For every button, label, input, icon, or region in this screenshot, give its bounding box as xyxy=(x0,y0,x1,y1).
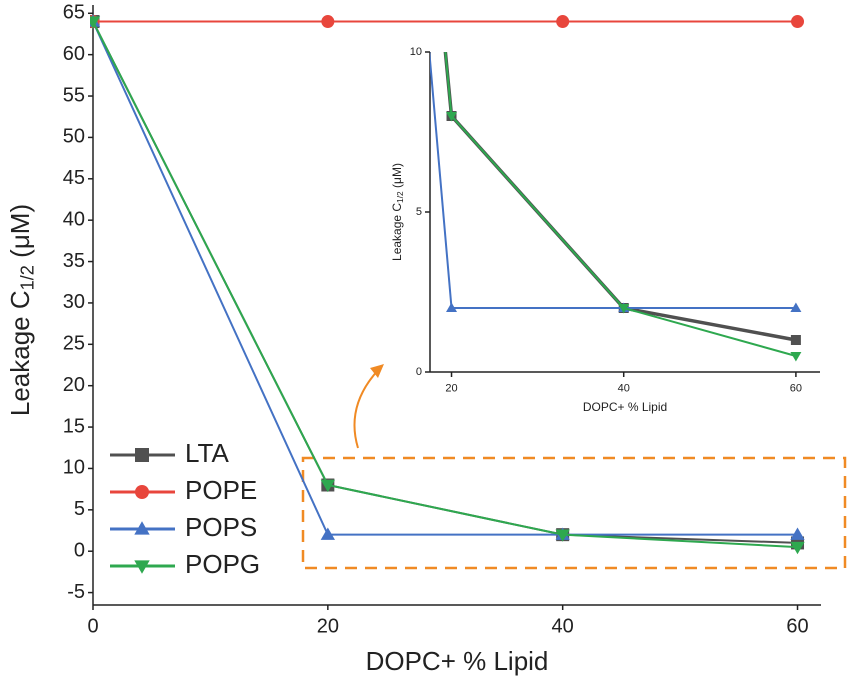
y-tick-label: 10 xyxy=(410,46,422,58)
x-tick-label: 40 xyxy=(618,383,630,395)
x-tick-label: 0 xyxy=(87,615,98,637)
legend-label: POPG xyxy=(185,549,260,579)
x-axis-label: DOPC+ % Lipid xyxy=(366,646,549,676)
marker xyxy=(320,479,335,493)
x-tick-label: 20 xyxy=(317,615,339,637)
marker xyxy=(790,335,801,345)
y-tick-label: 45 xyxy=(63,167,85,189)
marker xyxy=(446,302,458,312)
y-tick-label: 55 xyxy=(63,84,85,106)
y-axis-label: Leakage C1/2 (μM) xyxy=(5,204,37,416)
y-tick-label: 5 xyxy=(416,206,422,218)
x-axis-label: DOPC+ % Lipid xyxy=(583,400,667,414)
y-axis-label-suffix: (μM) xyxy=(390,163,404,191)
marker xyxy=(790,352,802,362)
legend-label: POPS xyxy=(185,512,257,542)
marker xyxy=(446,112,458,122)
y-axis-label: Leakage C1/2 (μM) xyxy=(390,163,405,261)
marker xyxy=(90,16,101,29)
series-line xyxy=(92,21,798,549)
legend-marker xyxy=(135,448,149,462)
y-tick-label: 20 xyxy=(63,374,85,396)
marker xyxy=(790,302,802,312)
marker xyxy=(791,15,805,29)
marker xyxy=(556,15,570,29)
y-tick-label: 50 xyxy=(63,126,85,148)
zoom-arrow xyxy=(353,367,381,449)
marker xyxy=(321,15,335,29)
y-axis-label-subscript: 1/2 xyxy=(17,265,37,290)
series-line xyxy=(444,52,797,357)
x-tick-label: 40 xyxy=(552,615,574,637)
y-axis-label-text: Leakage C xyxy=(390,203,404,261)
x-tick-label: 60 xyxy=(786,615,808,637)
y-tick-label: 10 xyxy=(63,457,85,479)
y-tick-label: 25 xyxy=(63,333,85,355)
marker xyxy=(618,304,630,314)
series-line xyxy=(92,21,798,536)
series-line xyxy=(443,52,797,342)
y-tick-label: 40 xyxy=(63,208,85,230)
legend-marker xyxy=(134,521,150,535)
plot-area xyxy=(90,14,805,555)
y-tick-label: -5 xyxy=(67,581,85,603)
y-tick-label: 0 xyxy=(416,366,422,378)
y-tick-label: 60 xyxy=(63,43,85,65)
y-axis-label-text: Leakage C xyxy=(5,290,35,416)
plot-area xyxy=(430,52,802,362)
x-tick-label: 60 xyxy=(790,383,802,395)
y-tick-label: 5 xyxy=(74,498,85,520)
marker xyxy=(555,529,570,542)
legend-marker xyxy=(135,485,149,499)
marker xyxy=(790,527,805,540)
series-line xyxy=(430,52,796,309)
y-tick-label: 0 xyxy=(74,539,85,561)
zoom-region xyxy=(301,456,847,570)
y-tick-label: 35 xyxy=(63,250,85,272)
y-tick-label: 30 xyxy=(63,291,85,313)
y-tick-label: 65 xyxy=(63,2,85,24)
y-axis-label-subscript: 1/2 xyxy=(395,191,405,203)
y-axis-label-suffix: (μM) xyxy=(5,204,35,265)
legend-label: POPE xyxy=(185,475,257,505)
legend-label: LTA xyxy=(185,438,229,468)
zoom-arrow-head xyxy=(370,364,384,378)
y-tick-label: 15 xyxy=(63,415,85,437)
legend-marker xyxy=(134,560,150,574)
marker xyxy=(790,541,805,555)
marker xyxy=(320,527,335,540)
x-tick-label: 20 xyxy=(445,383,457,395)
